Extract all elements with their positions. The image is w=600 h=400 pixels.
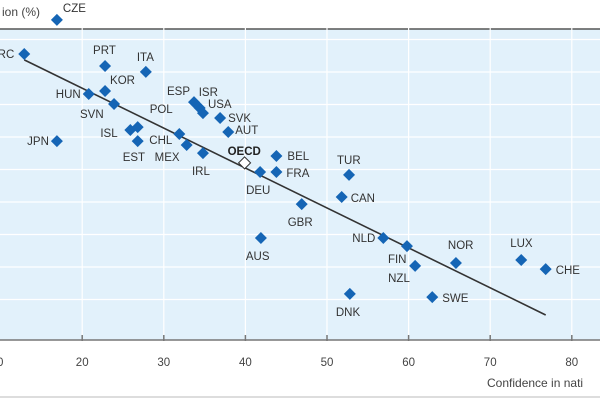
data-point-swe <box>426 291 439 304</box>
data-point-est <box>131 135 144 148</box>
point-label: FRA <box>286 168 309 180</box>
point-label: AUT <box>235 125 258 137</box>
point-label: HUN <box>56 89 81 101</box>
data-point-fra <box>270 165 283 178</box>
x-tick-label: 40 <box>239 357 252 369</box>
point-label: ISR <box>199 87 218 99</box>
x-tick-label: 80 <box>565 357 578 369</box>
point-label: CHE <box>556 265 581 277</box>
data-point-jpn <box>50 135 63 148</box>
point-label: CHL <box>149 135 173 147</box>
point-label: ITA <box>137 52 154 64</box>
x-tick-label: 30 <box>157 357 170 369</box>
data-point-oecd <box>237 156 252 170</box>
point-label: CAN <box>351 193 375 205</box>
point-label: GBR <box>288 217 313 229</box>
data-point-che <box>539 263 552 276</box>
data-point-chl <box>173 127 186 140</box>
x-tick-label: 70 <box>484 357 497 369</box>
point-label: FIN <box>388 254 407 266</box>
x-tick-label: 50 <box>321 357 334 369</box>
data-point-svn <box>108 98 121 111</box>
data-point-hun <box>82 87 95 100</box>
point-label: AUS <box>246 251 270 263</box>
point-label: EST <box>123 152 145 164</box>
y-axis-title: ion (%) <box>2 5 40 19</box>
data-point-aut <box>222 126 235 138</box>
data-point-mex <box>180 139 193 151</box>
plot-area <box>0 29 600 340</box>
data-point-bel <box>270 150 283 163</box>
data-point-cze <box>50 13 63 26</box>
point-label: OECD <box>228 146 261 158</box>
data-point-kor <box>99 85 112 98</box>
point-label: SWE <box>442 293 469 305</box>
point-label: DNK <box>336 307 361 319</box>
data-point-gbr <box>295 198 308 211</box>
point-label: BEL <box>287 151 309 163</box>
data-point-rc <box>18 48 31 60</box>
point-label: ESP <box>167 86 190 98</box>
x-tick-label: 60 <box>402 357 415 369</box>
point-label: NLD <box>352 233 375 245</box>
point-label: USA <box>208 99 232 111</box>
point-label: JPN <box>27 136 49 148</box>
data-point-dnk <box>343 287 356 300</box>
x-tick-label: 0 <box>0 357 3 369</box>
data-point-nor <box>449 256 462 269</box>
data-point-deu <box>254 165 267 178</box>
point-label: NOR <box>448 240 474 252</box>
point-label: ISL <box>100 128 118 140</box>
data-point-usa <box>196 107 209 120</box>
point-label: RC <box>0 49 14 61</box>
data-point-ita <box>139 65 152 78</box>
point-label: LUX <box>510 238 533 250</box>
data-point-nld <box>377 231 390 244</box>
data-point-tur <box>343 168 356 181</box>
x-axis-title: Confidence in nati <box>487 376 583 390</box>
point-label: MEX <box>155 152 180 164</box>
data-point-nzl <box>409 259 422 272</box>
point-label: CZE <box>63 3 86 15</box>
data-point-irl <box>196 147 209 160</box>
data-point-prt <box>99 60 112 73</box>
point-label: PRT <box>93 45 116 57</box>
point-label: NZL <box>388 273 410 285</box>
data-point-fin <box>400 240 413 253</box>
point-label: KOR <box>110 75 135 87</box>
point-label: TUR <box>337 155 361 167</box>
data-point-can <box>335 191 348 203</box>
point-label: DEU <box>246 185 270 197</box>
x-tick-label: 20 <box>76 357 89 369</box>
data-point-aus <box>254 231 267 244</box>
point-label: IRL <box>192 166 211 178</box>
data-point-lux <box>515 254 528 267</box>
data-point-pol <box>131 121 144 134</box>
data-point-svk <box>214 112 227 125</box>
point-label: SVN <box>80 109 104 121</box>
point-label: SVK <box>228 113 251 125</box>
point-label: POL <box>150 104 174 116</box>
